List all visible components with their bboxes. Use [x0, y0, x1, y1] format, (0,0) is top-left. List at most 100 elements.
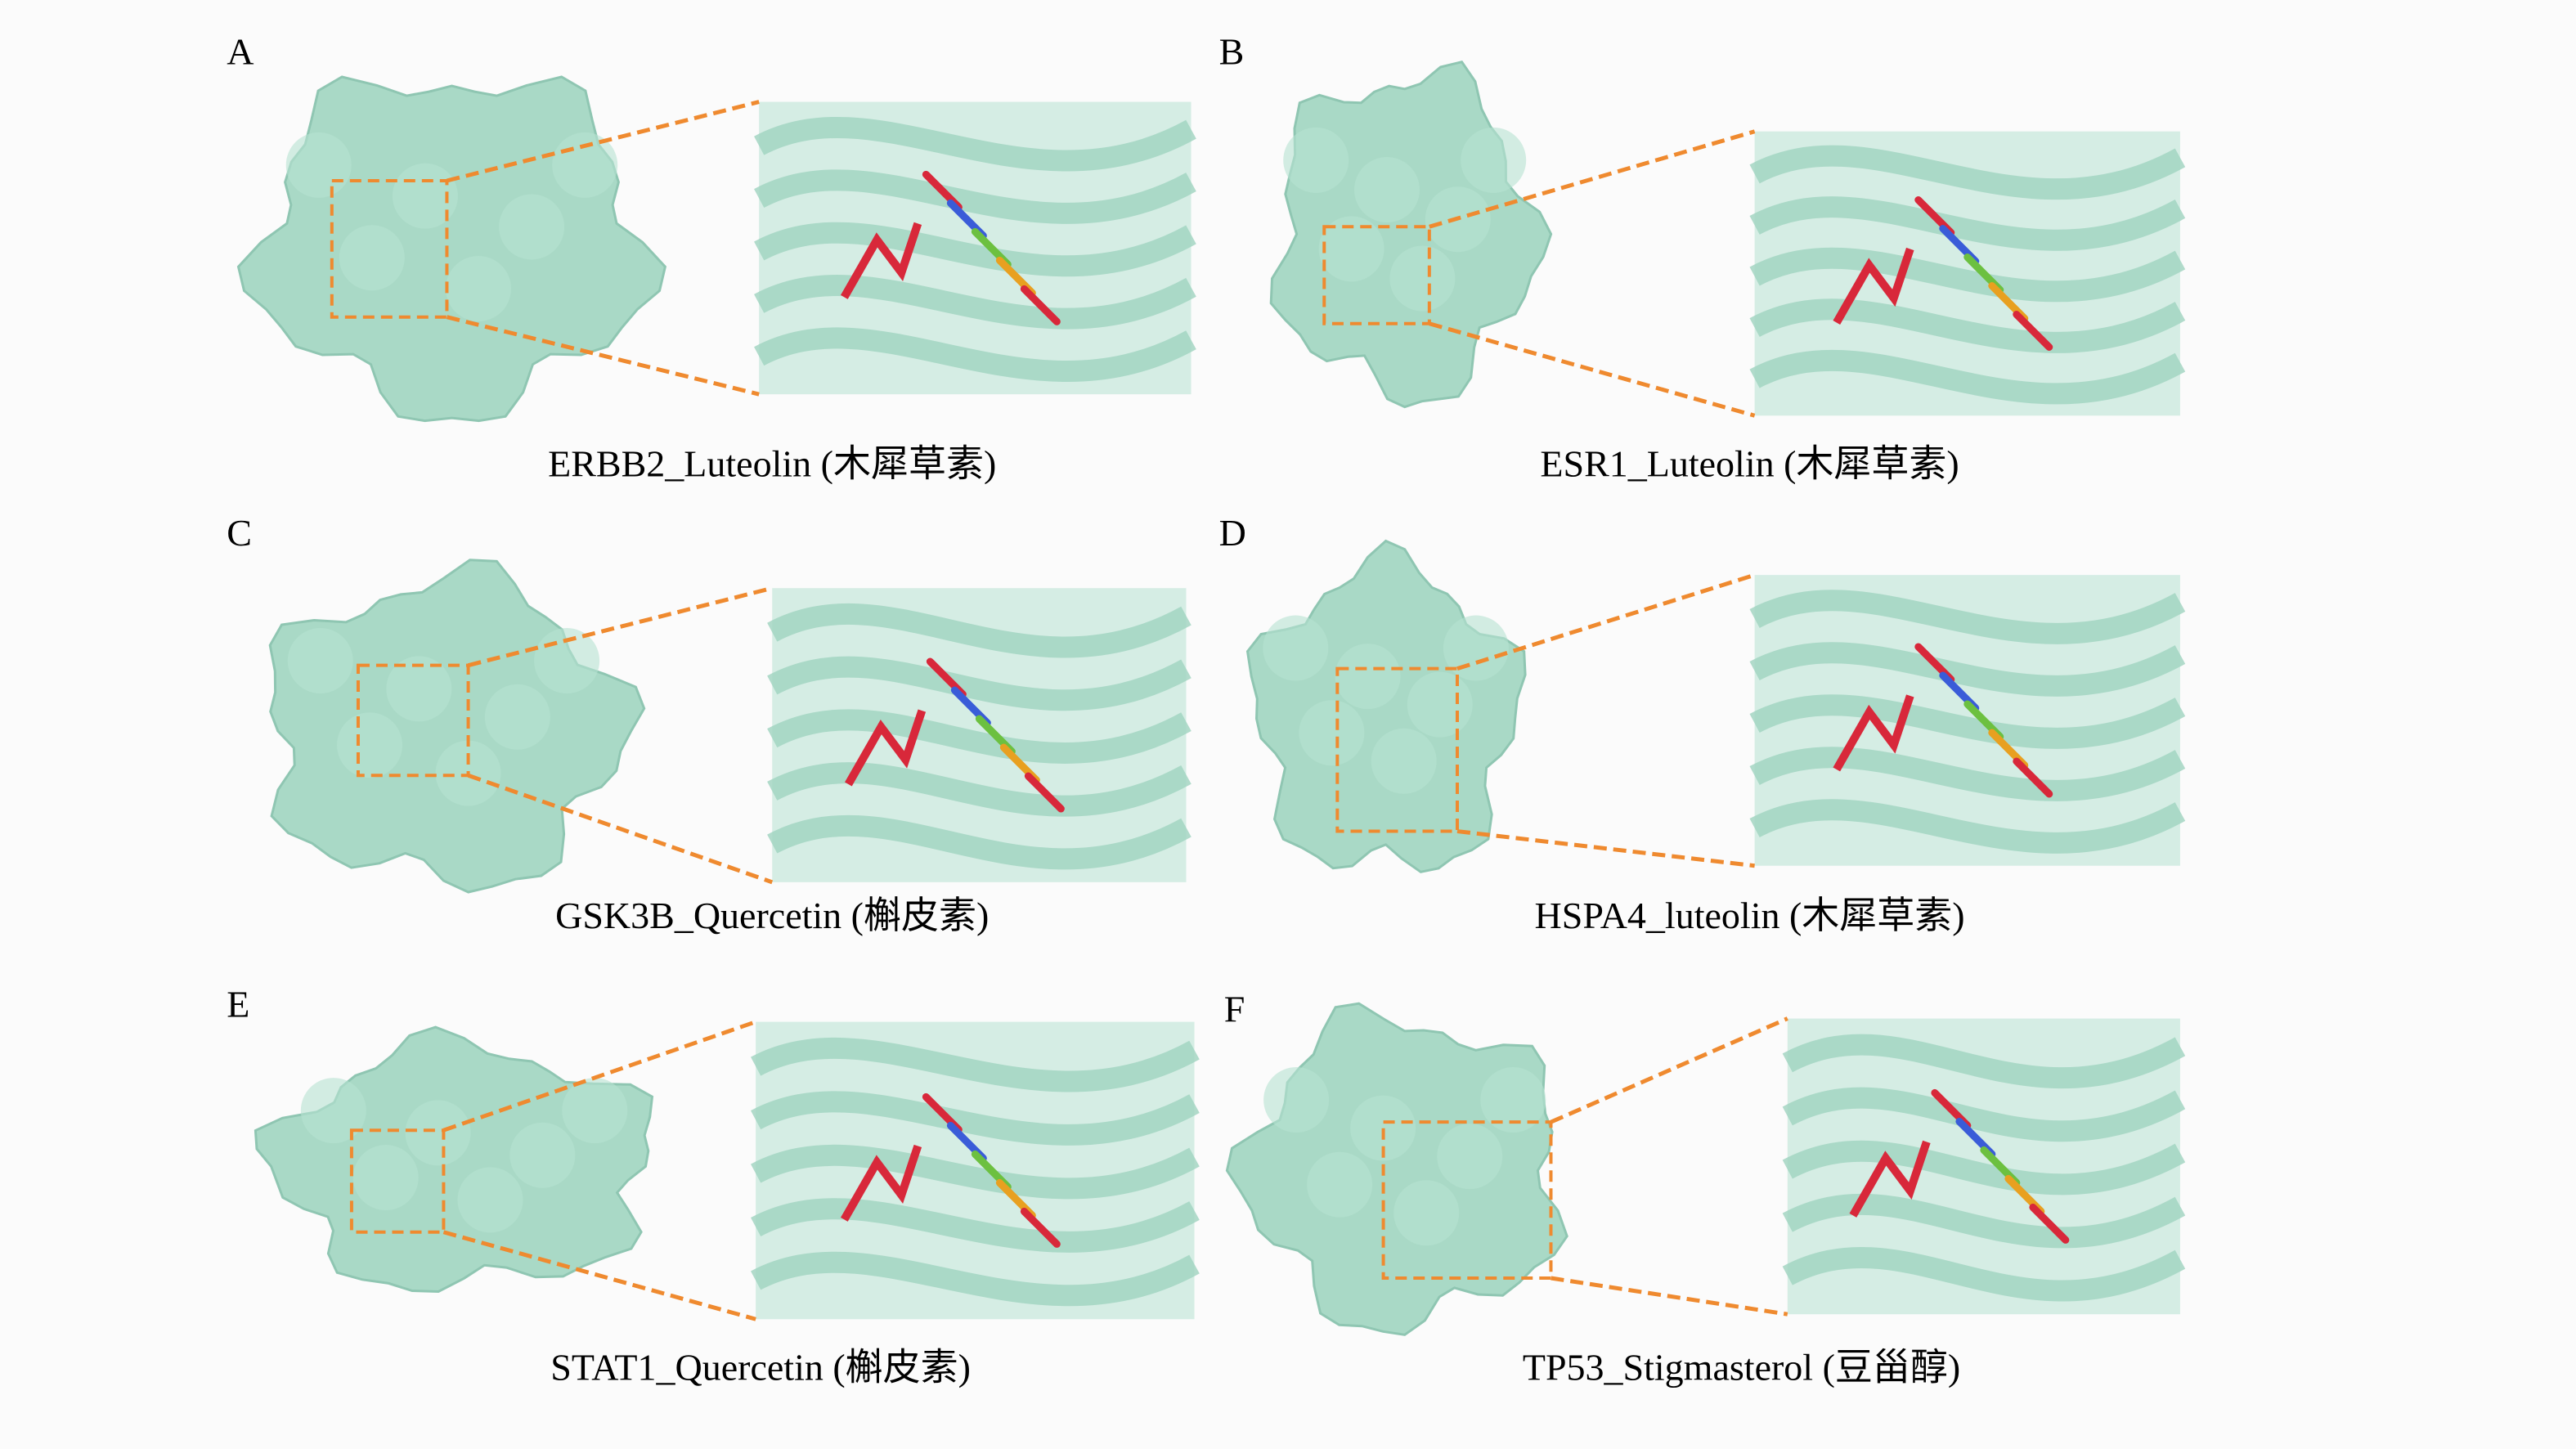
surface-texture	[446, 255, 512, 321]
ribbon	[754, 169, 1196, 224]
ribbon	[1749, 145, 2186, 200]
surface-texture	[499, 194, 565, 260]
surface-texture	[1461, 127, 1527, 193]
residue	[1833, 694, 1914, 772]
zoom-line	[1429, 129, 1756, 229]
panel-label: C	[227, 512, 252, 554]
zoom-line	[1550, 1016, 1788, 1124]
ribbon	[767, 814, 1192, 870]
panel: A ERBB2_Luteolin (木犀草素)	[227, 30, 1196, 485]
surface-texture	[1263, 615, 1329, 681]
ribbon	[767, 656, 1192, 711]
ribbon	[1749, 349, 2186, 405]
panel-caption: TP53_Stigmasterol (豆甾醇)	[1523, 1347, 1960, 1388]
ribbon	[767, 762, 1192, 817]
surface-texture	[1318, 216, 1384, 282]
ribbon	[767, 603, 1192, 658]
panel: F TP53_Stigmasterol (豆甾醇)	[1224, 989, 2186, 1388]
surface-texture	[1350, 1095, 1416, 1161]
residue	[1849, 1140, 1931, 1218]
ribbon	[754, 275, 1196, 330]
zoom-line	[1429, 321, 1756, 418]
panel-label: F	[1224, 989, 1245, 1030]
surface-texture	[1283, 127, 1349, 193]
surface-texture	[1393, 1180, 1460, 1246]
zoom-box	[349, 1128, 446, 1234]
ribbon	[1782, 1140, 2186, 1196]
surface-texture	[1299, 700, 1365, 766]
zoom-box	[1335, 666, 1459, 833]
surface-texture	[1437, 1124, 1503, 1190]
surface-texture	[405, 1100, 471, 1166]
ribbon	[1782, 1246, 2186, 1302]
zoom-line	[446, 100, 760, 183]
surface-texture	[534, 628, 600, 694]
zoom-line	[467, 585, 773, 668]
surface-texture	[1407, 671, 1473, 738]
panel-caption: STAT1_Quercetin (槲皮素)	[550, 1347, 971, 1388]
ribbon	[1749, 799, 2186, 854]
ligand-bond	[2029, 1203, 2070, 1244]
residue	[840, 222, 922, 299]
surface-texture	[339, 225, 405, 291]
ribbon	[754, 222, 1196, 277]
residue	[840, 1144, 922, 1222]
surface-texture	[1263, 1067, 1330, 1133]
panel: E STAT1_Quercetin (槲皮素)	[227, 984, 1200, 1388]
surface-texture	[1353, 157, 1420, 223]
ribbon	[1782, 1087, 2186, 1142]
panel: B ESR1_Luteolin (木犀草素)	[1219, 30, 2186, 485]
ribbon	[751, 1091, 1200, 1146]
surface-texture	[352, 1145, 419, 1211]
surface-texture	[509, 1122, 576, 1188]
ribbon	[1749, 247, 2186, 303]
ribbon	[751, 1198, 1200, 1253]
ribbon	[1749, 694, 2186, 749]
ribbon	[1749, 747, 2186, 801]
residue	[845, 709, 927, 787]
zoom-box	[1322, 225, 1431, 325]
ribbon	[767, 709, 1192, 764]
panel-label: A	[227, 30, 254, 72]
surface-texture	[1335, 644, 1401, 710]
surface-texture	[484, 684, 550, 750]
surface-texture	[386, 656, 452, 722]
panel: D HSPA4_luteolin (木犀草素)	[1219, 512, 2186, 936]
zoom-box	[330, 178, 449, 319]
ribbon	[751, 1037, 1200, 1092]
ribbon	[1749, 590, 2186, 644]
zoom-line	[1551, 1276, 1788, 1317]
surface-texture	[1371, 728, 1437, 794]
ribbon	[1782, 1193, 2186, 1249]
ribbon	[1782, 1034, 2186, 1088]
panel-caption: ERBB2_Luteolin (木犀草素)	[548, 443, 996, 485]
ligand-bond	[2013, 310, 2053, 351]
surface-texture	[1480, 1067, 1546, 1133]
surface-texture	[287, 628, 353, 694]
panel: C GSK3B_Quercetin (槲皮素)	[227, 512, 1192, 936]
zoom-line	[1456, 572, 1756, 671]
surface-texture	[562, 1078, 628, 1144]
panel-caption: ESR1_Luteolin (木犀草素)	[1540, 443, 1959, 485]
zoom-line	[446, 315, 760, 397]
panel-caption: GSK3B_Quercetin (槲皮素)	[555, 895, 989, 936]
ligand-bond	[1020, 285, 1061, 325]
panel-label: B	[1219, 30, 1245, 72]
zoom-line	[442, 1020, 756, 1133]
zoom-line	[442, 1230, 756, 1321]
panel-label: E	[227, 984, 249, 1025]
ligand-bond	[2013, 757, 2053, 798]
surface-texture	[552, 132, 618, 198]
surface-texture	[285, 132, 352, 198]
panel-caption: HSPA4_luteolin (木犀草素)	[1535, 895, 1965, 936]
ribbon	[1749, 642, 2186, 697]
surface-texture	[1443, 615, 1509, 681]
ligand-bond	[1020, 1207, 1061, 1248]
panel-label: D	[1219, 512, 1246, 554]
ribbon	[754, 327, 1196, 382]
ribbon	[1749, 298, 2186, 353]
surface-texture	[457, 1167, 523, 1233]
surface-texture	[1307, 1151, 1373, 1218]
